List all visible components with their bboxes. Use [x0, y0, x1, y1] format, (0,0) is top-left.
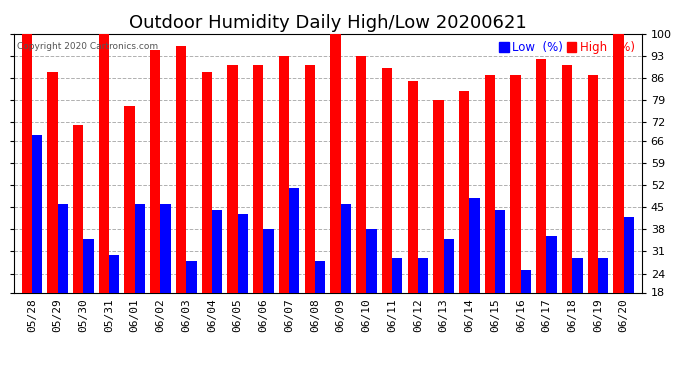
- Bar: [444, 239, 454, 292]
- Bar: [341, 204, 351, 292]
- Bar: [237, 214, 248, 292]
- Bar: [469, 198, 480, 292]
- Bar: [83, 239, 94, 292]
- Bar: [161, 204, 171, 292]
- Bar: [315, 261, 325, 292]
- Bar: [511, 75, 521, 292]
- Bar: [176, 46, 186, 292]
- Bar: [21, 34, 32, 292]
- Bar: [392, 258, 402, 292]
- Bar: [331, 34, 341, 292]
- Bar: [613, 34, 624, 292]
- Bar: [150, 50, 161, 292]
- Bar: [536, 59, 546, 292]
- Bar: [253, 65, 264, 292]
- Bar: [279, 56, 289, 292]
- Bar: [495, 210, 505, 292]
- Bar: [459, 90, 469, 292]
- Bar: [201, 72, 212, 292]
- Bar: [588, 75, 598, 292]
- Bar: [418, 258, 428, 292]
- Bar: [562, 65, 572, 292]
- Bar: [73, 125, 83, 292]
- Bar: [99, 34, 109, 292]
- Bar: [289, 188, 299, 292]
- Bar: [212, 210, 222, 292]
- Text: Copyright 2020 Cartronics.com: Copyright 2020 Cartronics.com: [17, 42, 158, 51]
- Bar: [598, 258, 609, 292]
- Bar: [433, 100, 444, 292]
- Bar: [382, 69, 392, 292]
- Bar: [572, 258, 582, 292]
- Bar: [186, 261, 197, 292]
- Bar: [32, 135, 42, 292]
- Bar: [124, 106, 135, 292]
- Bar: [546, 236, 557, 292]
- Bar: [135, 204, 145, 292]
- Bar: [408, 81, 418, 292]
- Bar: [624, 217, 634, 292]
- Bar: [304, 65, 315, 292]
- Bar: [57, 204, 68, 292]
- Bar: [109, 255, 119, 292]
- Bar: [366, 230, 377, 292]
- Bar: [264, 230, 274, 292]
- Bar: [47, 72, 57, 292]
- Bar: [485, 75, 495, 292]
- Legend: Low  (%), High  (%): Low (%), High (%): [498, 40, 635, 55]
- Bar: [521, 270, 531, 292]
- Bar: [228, 65, 237, 292]
- Bar: [356, 56, 366, 292]
- Title: Outdoor Humidity Daily High/Low 20200621: Outdoor Humidity Daily High/Low 20200621: [129, 14, 526, 32]
